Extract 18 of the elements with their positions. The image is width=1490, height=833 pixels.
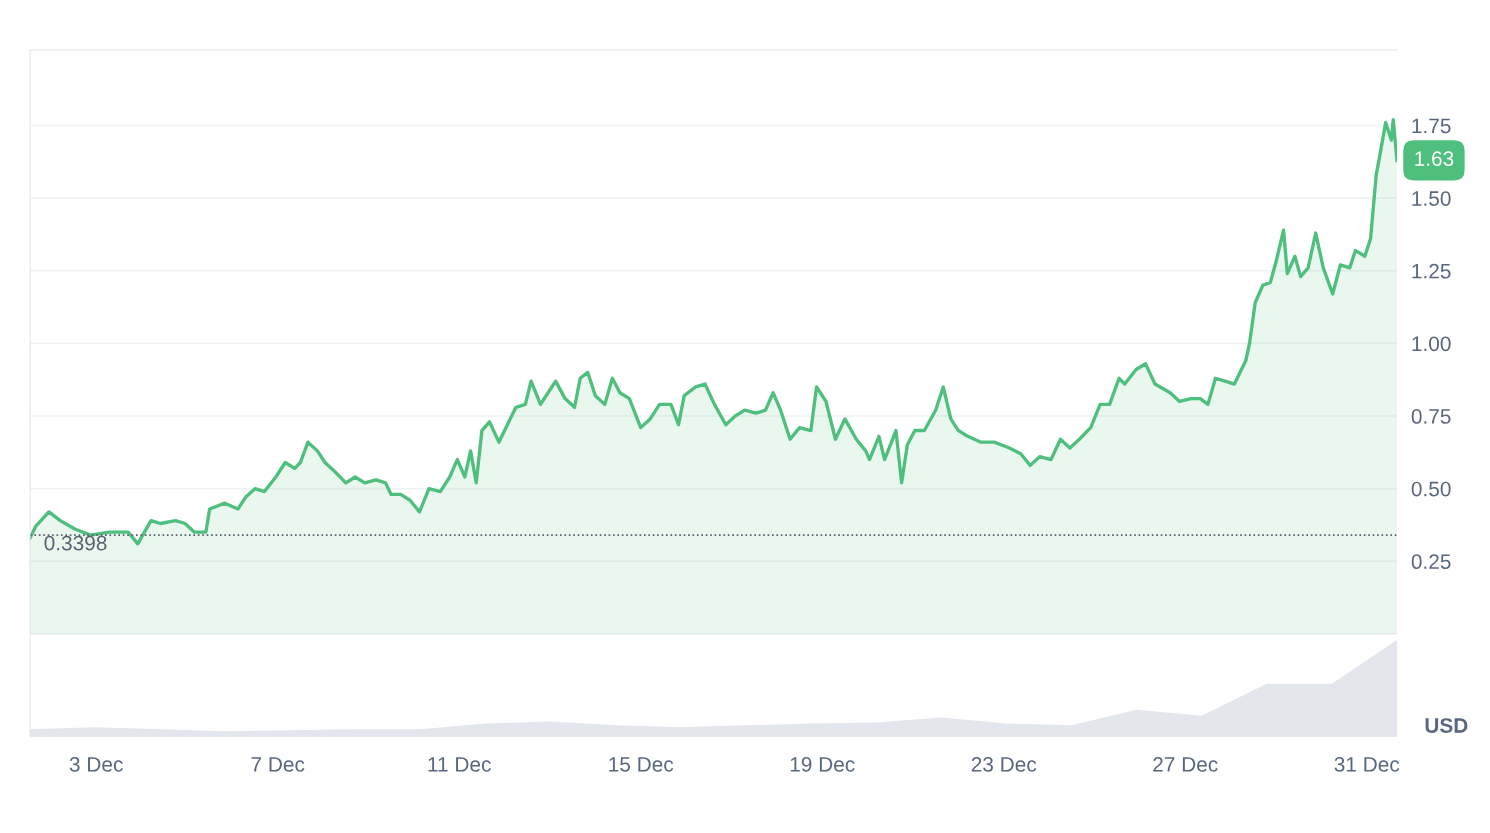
x-tick-label: 3 Dec <box>69 756 123 772</box>
x-tick-label: 23 Dec <box>971 756 1037 772</box>
y-tick-label: 1.25 <box>1412 263 1451 279</box>
y-axis-title: USD <box>1425 718 1468 733</box>
x-tick-label: 11 Dec <box>428 757 491 772</box>
x-tick-label: 7 Dec <box>251 757 305 772</box>
x-tick-label: 27 Dec <box>1153 756 1218 772</box>
y-tick-label: 0.25 <box>1411 554 1451 570</box>
annotation: 1.63 <box>1415 151 1454 166</box>
y-tick-label: 1.75 <box>1412 118 1451 134</box>
x-tick-label: 19 Dec <box>790 756 855 772</box>
y-tick-label: 0.50 <box>1411 481 1451 497</box>
ref-line-label: 0.3398 <box>44 535 107 551</box>
y-tick-label: 1.00 <box>1412 336 1451 352</box>
x-tick-label: 15 Dec <box>609 757 674 772</box>
y-tick-label: 0.75 <box>1411 409 1451 424</box>
x-tick-label: 31 Dec <box>1334 756 1400 772</box>
y-tick-label: 1.50 <box>1412 191 1451 206</box>
